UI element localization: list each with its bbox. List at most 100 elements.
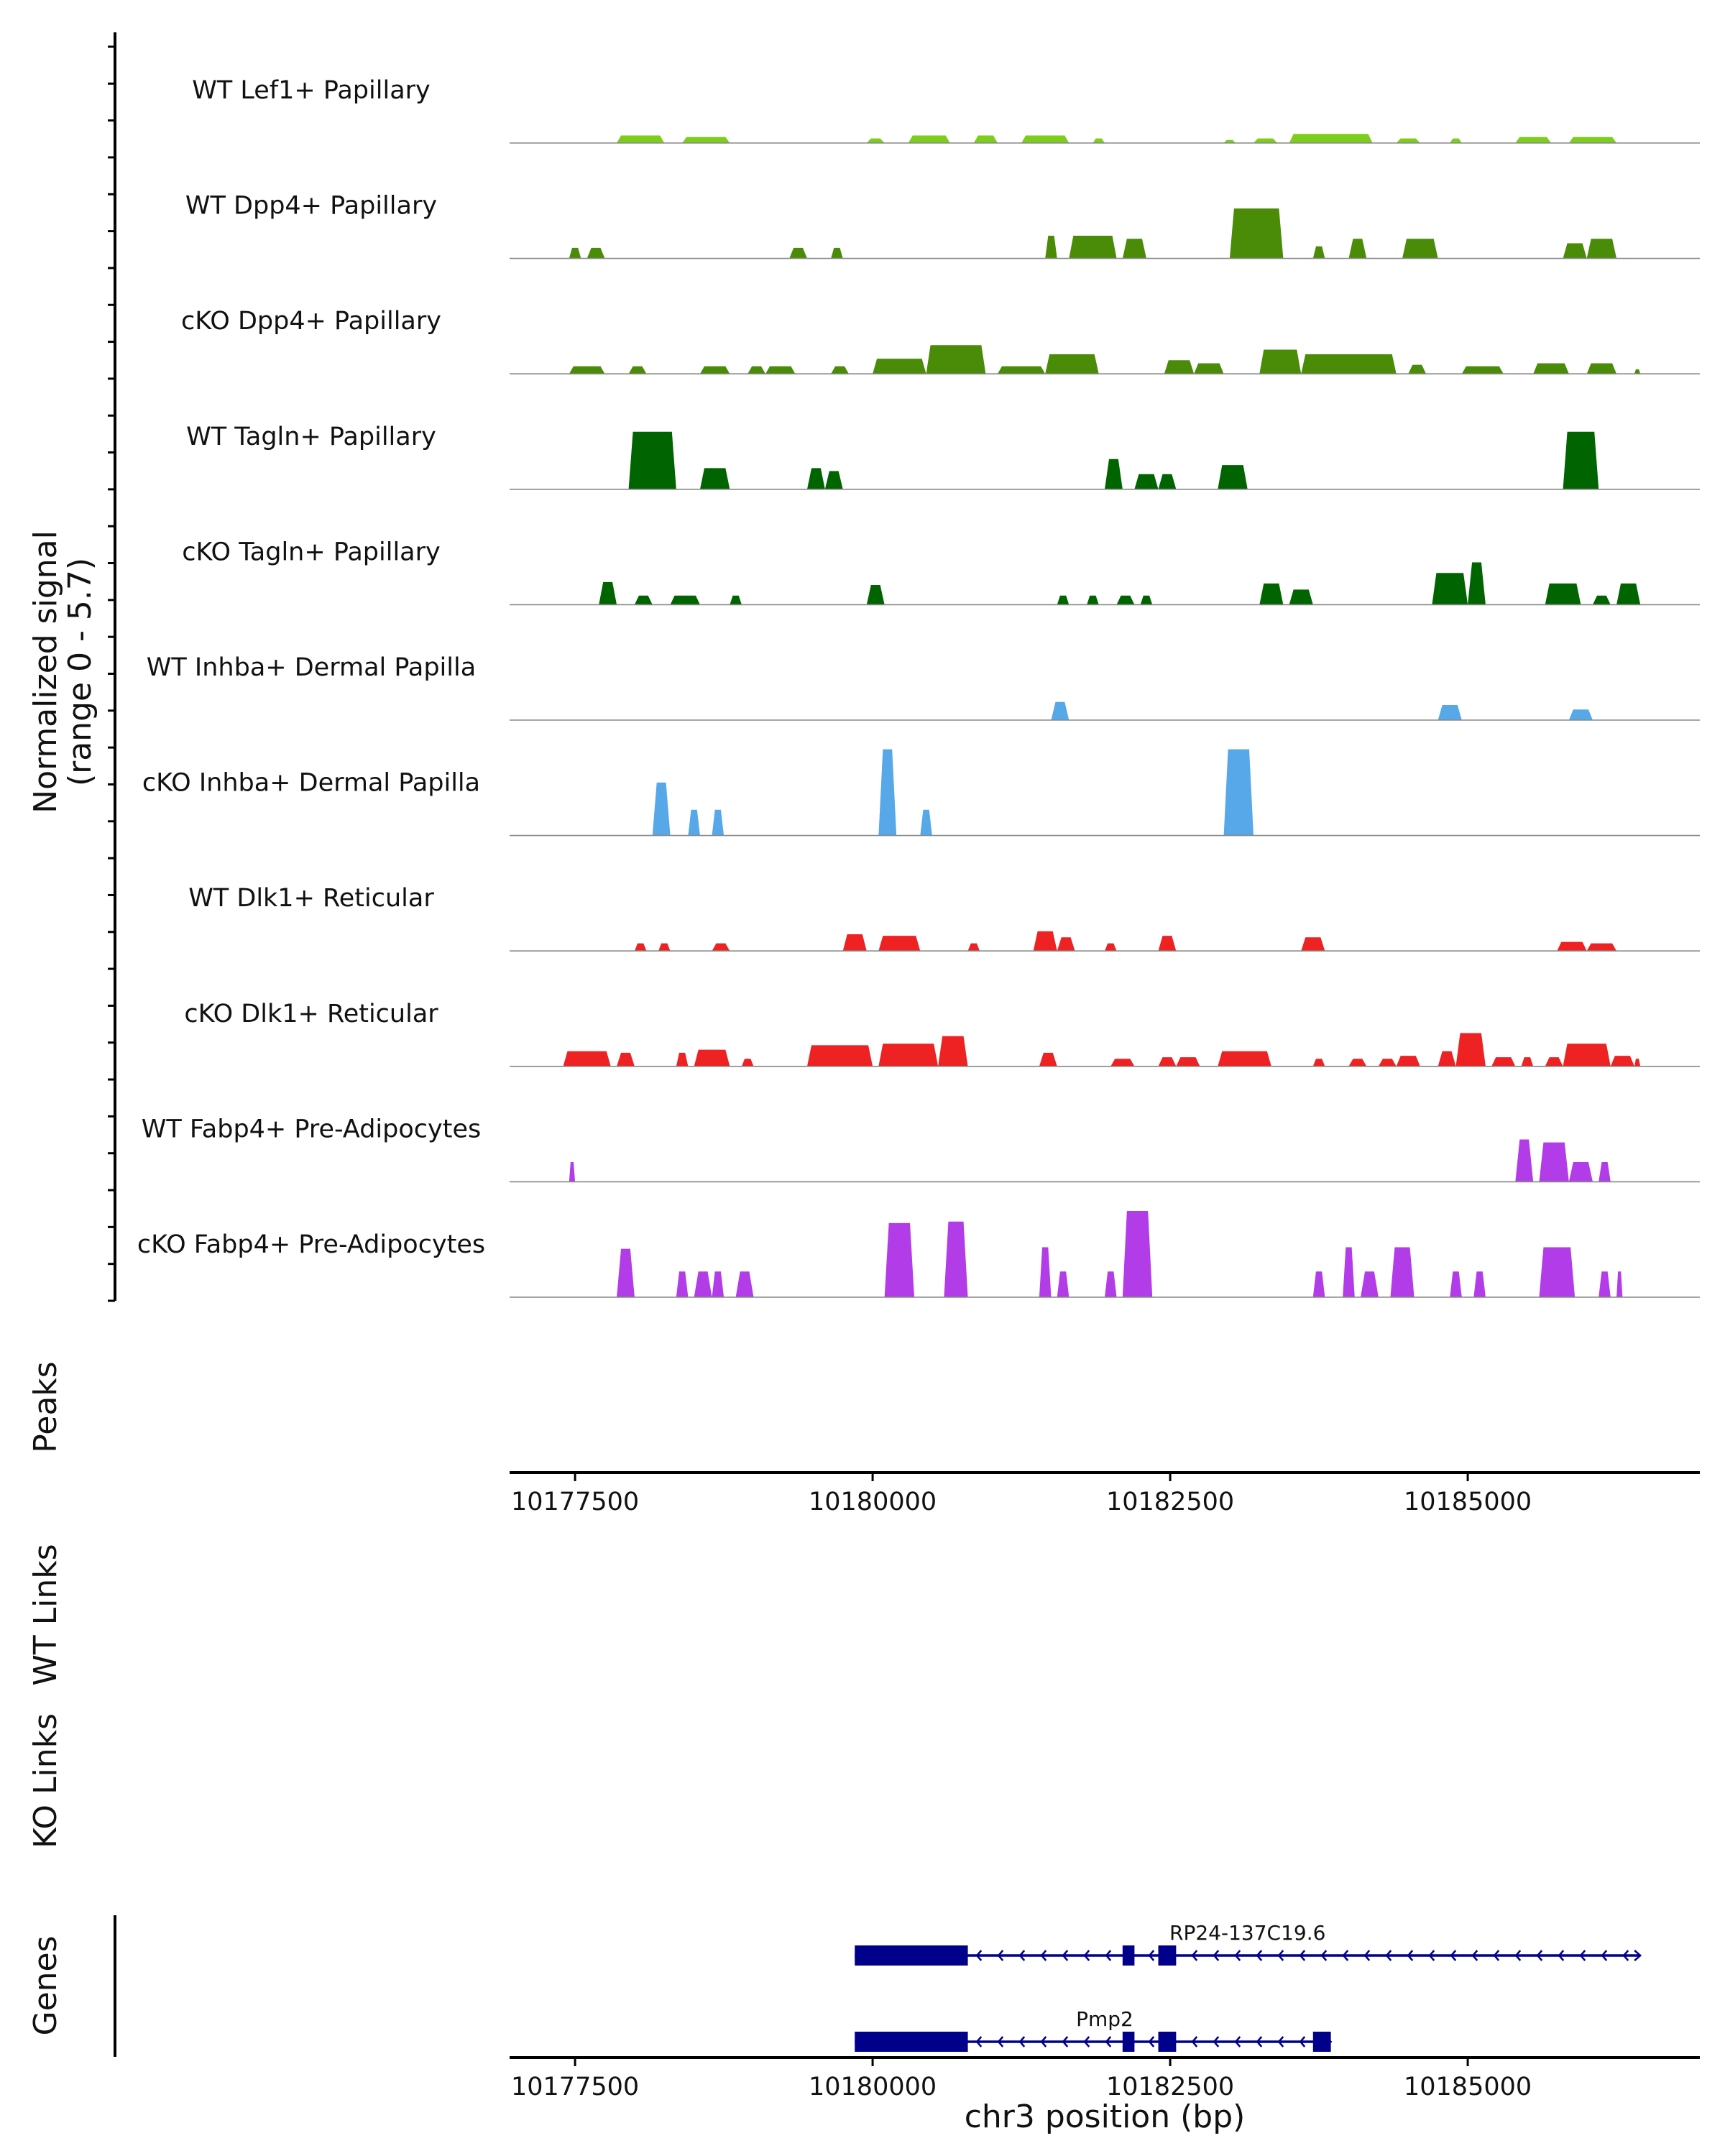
coverage-peak [699,468,730,489]
strand-arrow [1514,1950,1522,1961]
coverage-peak [1259,583,1284,605]
coverage-peak [1051,701,1070,720]
coverage-peak [1592,595,1611,605]
coverage-peak [1301,937,1325,952]
coverage-peak [634,943,647,952]
coverage-peak [1616,1271,1623,1297]
track-label: cKO Dlk1+ Reticular [184,1000,438,1028]
strand-arrow [1558,1950,1565,1961]
strand-arrow [1634,1950,1642,1961]
coverage-peak [1515,137,1551,143]
coverage-peak [569,1162,576,1182]
coverage-peak [1164,360,1195,374]
coverage-peak [1301,354,1397,374]
coverage-peak [1158,1057,1177,1067]
coverage-peak [824,471,843,489]
coverage-peak [938,1036,968,1067]
track-label: cKO Fabp4+ Pre-Adipocytes [137,1230,485,1259]
strand-arrow [1385,1950,1392,1961]
coverage-peak [1021,135,1070,143]
coverage-peak [1438,704,1462,720]
strand-arrow [1213,1950,1220,1961]
strand-arrow [975,2036,983,2047]
coverage-peak [1361,1271,1379,1297]
track-label: WT Inhba+ Dermal Papilla [147,653,476,682]
strand-arrow [1579,1950,1586,1961]
peaks-label: Peaks [27,1361,64,1452]
coverage-peak [1348,239,1367,259]
coverage-peak [1218,465,1248,489]
coverage-peak [1122,239,1146,259]
coverage-peak [730,595,742,605]
strand-arrow [997,1950,1004,1961]
coverage-peak [807,468,825,489]
strand-arrow [1191,1950,1198,1961]
strand-arrow [1234,1950,1241,1961]
peaks-x-tick-label: 10177500 [511,1488,639,1516]
coverage-peak [1039,1052,1057,1067]
coverage-peak [920,809,932,836]
coverage-peak [1515,1139,1534,1182]
coverage-peak [676,1052,689,1067]
coverage-peak [694,1049,730,1067]
strand-arrow [1083,1950,1090,1961]
track-label: WT Dlk1+ Reticular [188,884,434,913]
track-label: WT Lef1+ Papillary [192,76,431,105]
coverage-peak [1598,1162,1611,1182]
coverage-peak [1045,354,1099,374]
coverage-peak [831,247,843,259]
strand-arrow [1299,1950,1306,1961]
strand-arrow [1601,1950,1608,1961]
coverage-peak [1259,349,1302,374]
track-label: cKO Dpp4+ Papillary [181,307,441,336]
coverage-peak [1045,236,1057,259]
strand-arrow [1471,1950,1478,1961]
coverage-peak [1312,1059,1325,1067]
strand-arrow [997,2036,1004,2047]
coverage-peak [765,366,796,374]
strand-arrow [1191,2036,1198,2047]
coverage-peak [634,595,653,605]
coverage-peak [652,782,671,836]
coverage-peak [1634,1059,1641,1067]
genes-x-tick-label: 10180000 [809,2073,937,2101]
coverage-peak [1039,1247,1052,1297]
coverage-peak [1563,1044,1611,1067]
coverage-peak [1616,583,1641,605]
ko-links-label: KO Links [27,1713,64,1848]
track-label: WT Fabp4+ Pre-Adipocytes [142,1115,481,1143]
coverage-peak [866,585,885,605]
coverage-peak [1229,208,1284,259]
coverage-peak [1105,1271,1117,1297]
coverage-peak [1491,1057,1516,1067]
coverage-peak [682,137,730,143]
coverage-peak [908,135,950,143]
coverage-peak [712,1271,724,1297]
coverage-peak [658,943,671,952]
coverage-peak [1598,1271,1611,1297]
coverage-peak [1134,474,1159,489]
coverage-peak [1396,138,1420,143]
coverage-peak [1586,239,1617,259]
strand-arrow [1105,1950,1112,1961]
coverage-peak [688,809,700,836]
genes-x-tick-label: 10182500 [1106,2073,1234,2101]
coverage-peak [1557,941,1587,952]
coverage-peak [1468,562,1486,605]
coverage-peak [1057,937,1075,952]
coverage-peak [1455,1033,1486,1067]
coverage-peak [735,1271,754,1297]
coverage-peak [1223,749,1254,836]
coverage-peak [1140,595,1153,605]
coverage-peak [712,809,724,836]
wt-links-label: WT Links [27,1544,64,1685]
coverage-peak [1057,595,1070,605]
coverage-peak [1289,134,1373,143]
strand-arrow [1277,1950,1284,1961]
coverage-peak [1176,1057,1200,1067]
strand-arrow [1062,1950,1069,1961]
coverage-peak [741,1059,754,1067]
track-label: cKO Inhba+ Dermal Papilla [142,769,480,798]
coverage-peak [1408,364,1427,374]
strand-arrow [1277,2036,1284,2047]
